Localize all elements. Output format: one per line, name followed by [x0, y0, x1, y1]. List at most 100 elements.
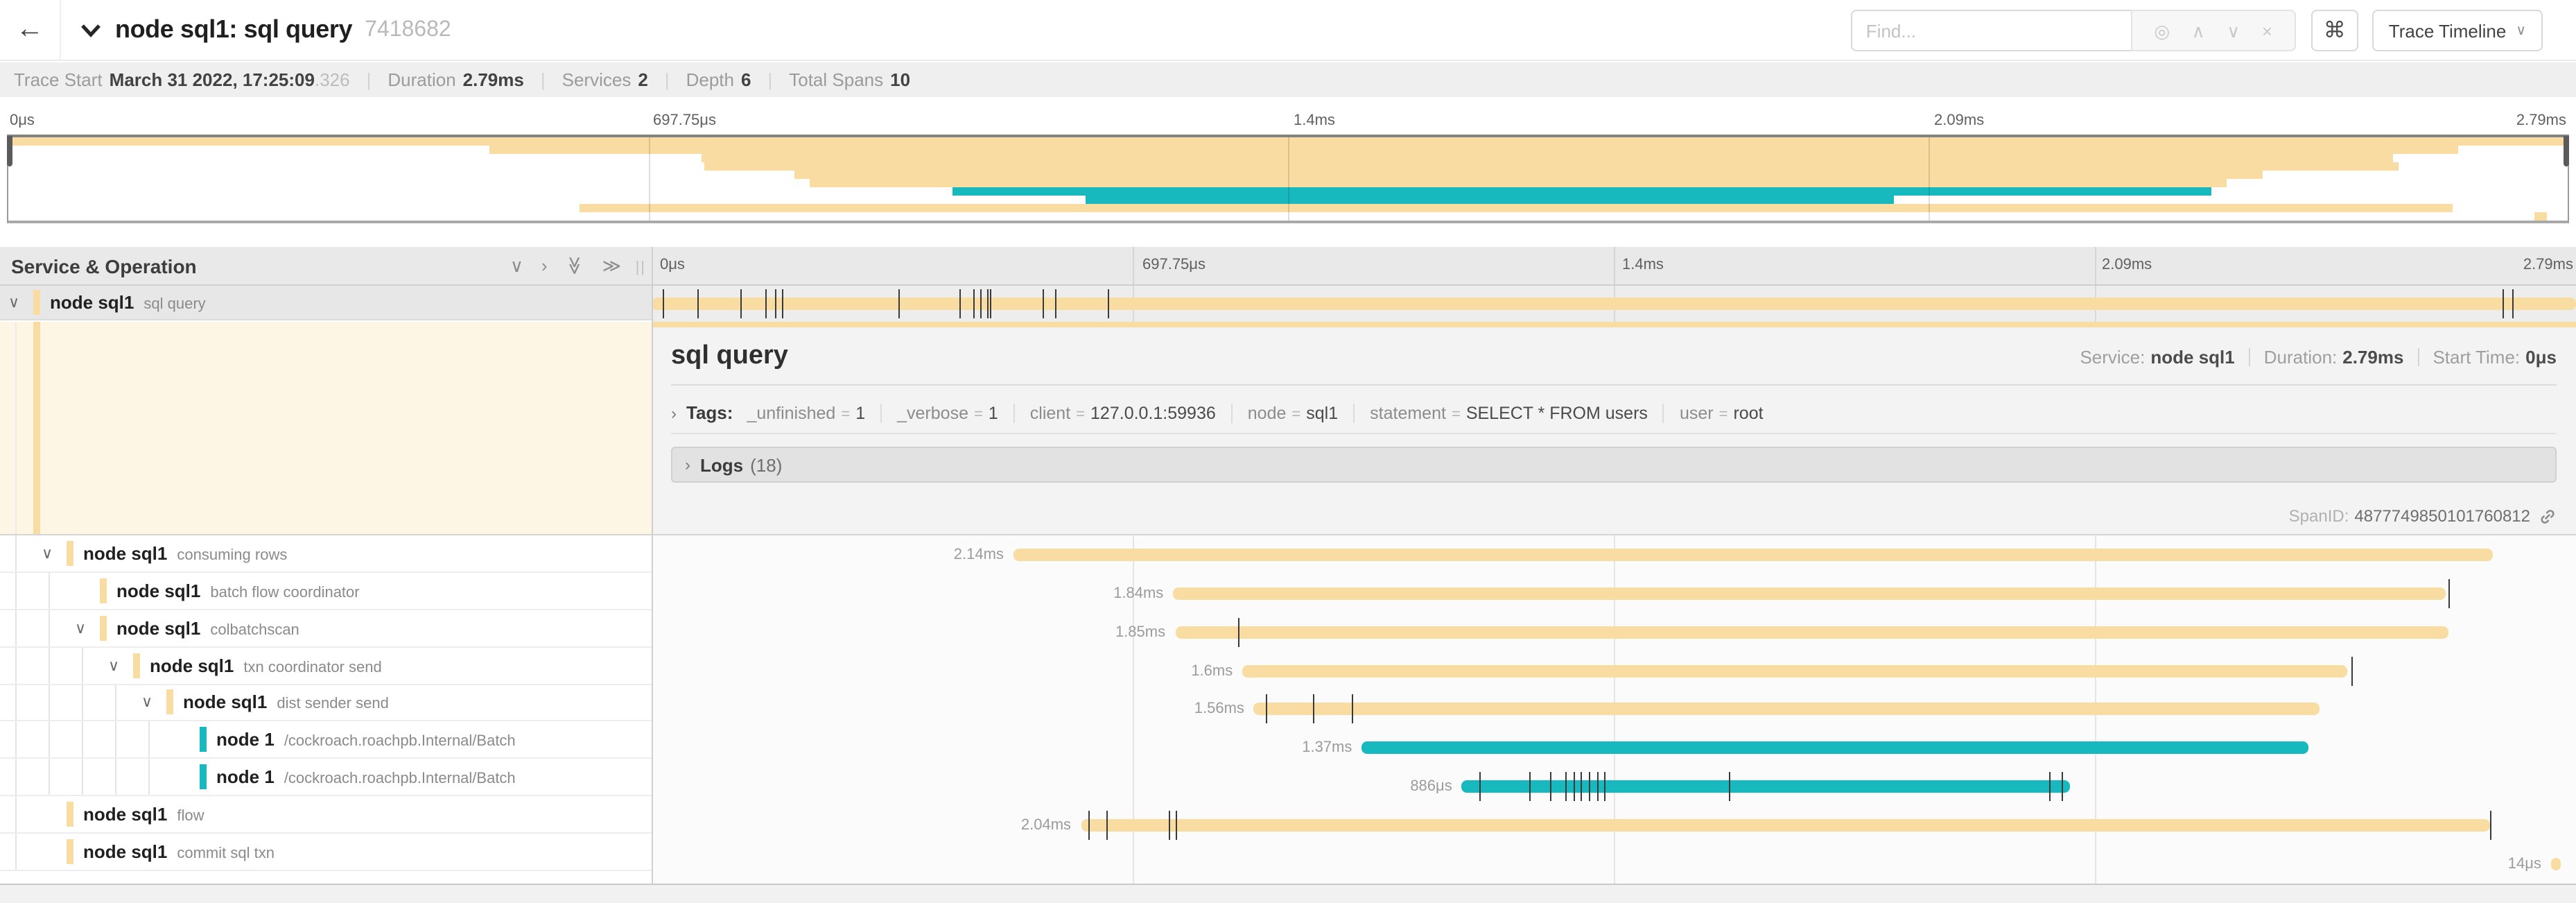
tree-indent-guide — [49, 647, 50, 683]
ruler-tick-label: 2.09ms — [2102, 257, 2152, 273]
span-duration-bar[interactable] — [1173, 587, 2446, 600]
tree-row[interactable]: node 1/cockroach.roachpb.Internal/Batch — [0, 721, 652, 759]
minimap-span-row — [8, 196, 2568, 204]
chevron-down-icon[interactable]: ∨ — [141, 694, 153, 712]
tag-value: 1 — [855, 403, 866, 422]
tree-indent-guide — [49, 759, 50, 796]
span-color-bar — [67, 839, 73, 864]
equals-sign: = — [974, 406, 983, 422]
span-duration-bar[interactable] — [1461, 780, 2070, 793]
tree-row[interactable]: ∨ node sql1 colbatchscan — [0, 610, 652, 648]
span-color-bar — [33, 290, 40, 315]
log-marker-tick — [1604, 772, 1606, 802]
timeline-minimap[interactable] — [7, 135, 2569, 223]
log-marker-tick — [990, 289, 992, 318]
tree-row[interactable]: node 1/cockroach.roachpb.Internal/Batch — [0, 759, 652, 797]
find-input[interactable] — [1850, 10, 2131, 51]
duration-value: 2.79ms — [462, 69, 524, 90]
deep-link-icon[interactable] — [2539, 507, 2557, 525]
ruler-tick-label: 697.75μs — [653, 112, 716, 129]
divider: | — [540, 69, 546, 90]
tree-indent-guide — [148, 721, 150, 758]
next-match-icon[interactable]: ∨ — [2227, 20, 2240, 41]
bar-row[interactable]: 2.04ms — [652, 806, 2576, 845]
span-id-value: 4877749850101760812 — [2354, 506, 2530, 526]
span-duration-bar[interactable] — [2550, 857, 2561, 870]
tree-row[interactable]: ∨ node sql1 consuming rows — [0, 535, 652, 573]
span-duration-bar[interactable] — [652, 298, 2576, 310]
equals-sign: = — [1718, 406, 1728, 422]
span-service-name: node sql1 txn coordinator send — [150, 655, 382, 676]
left-scrubber-handle[interactable] — [7, 136, 12, 166]
focus-match-icon[interactable]: ◎ — [2154, 20, 2170, 41]
tree-indent-guide — [15, 572, 17, 609]
tree-row-sql-query[interactable]: ∨ node sql1 sql query — [0, 286, 652, 320]
tree-indent-guide — [82, 759, 83, 796]
back-button[interactable]: ← — [0, 0, 61, 60]
logs-expander[interactable]: › Logs (18) — [671, 447, 2557, 483]
bar-row-sql-query[interactable] — [652, 286, 2576, 322]
bar-row[interactable]: 1.6ms — [652, 651, 2576, 690]
ruler-tick-label: 1.4ms — [1294, 112, 1335, 129]
collapse-all-icon[interactable]: ≫ — [564, 256, 586, 275]
span-duration-bar[interactable] — [1242, 664, 2347, 678]
span-duration-bar[interactable] — [1361, 741, 2309, 755]
clear-find-icon[interactable]: × — [2261, 20, 2273, 41]
tree-row[interactable]: node sql1 batch flow coordinator — [0, 572, 652, 610]
expand-all-icon[interactable]: ≫ — [602, 255, 621, 276]
keyboard-shortcuts-button[interactable]: ⌘ — [2310, 10, 2358, 51]
header: ← node sql1: sql query 7418682 ◎ ∧ ∨ × ⌘… — [0, 0, 2576, 61]
bar-row[interactable]: 1.85ms — [652, 613, 2576, 652]
bar-row[interactable]: 1.56ms — [652, 690, 2576, 729]
tag-value: root — [1733, 403, 1764, 422]
bar-row[interactable]: 1.37ms — [652, 729, 2576, 768]
tree-row[interactable]: ∨ node sql1 txn coordinator send — [0, 647, 652, 685]
minimap-span-row — [8, 171, 2568, 179]
service-operation-title: Service & Operation — [11, 255, 197, 277]
log-marker-tick — [782, 289, 784, 318]
right-scrubber-handle[interactable] — [2564, 136, 2569, 166]
trace-view-selector[interactable]: Trace Timeline ∨ — [2372, 10, 2543, 51]
tag-item: statement = SELECT * FROM users — [1353, 403, 1663, 422]
log-marker-tick — [959, 289, 961, 318]
span-duration-bar[interactable] — [1081, 819, 2490, 832]
trace-start-label: Trace Start — [14, 69, 103, 90]
bar-row[interactable]: 886μs — [652, 768, 2576, 807]
minimap-gridline — [648, 137, 650, 221]
log-marker-tick — [1565, 772, 1567, 802]
span-duration-bar[interactable] — [1013, 548, 2494, 561]
bar-row[interactable]: 1.84ms — [652, 574, 2576, 613]
span-service-name: node 1/cockroach.roachpb.Internal/Batch — [216, 729, 516, 750]
tree-row[interactable]: node sql1 flow — [0, 796, 652, 834]
minimap-ruler: 0μs 697.75μs 1.4ms 2.09ms 2.79ms — [7, 112, 2569, 135]
tree-indent-guide — [115, 721, 116, 758]
chevron-down-icon[interactable]: ∨ — [42, 545, 53, 562]
span-service-name: node sql1 batch flow coordinator — [116, 580, 360, 601]
trace-meta-bar: Trace Start March 31 2022, 17:25:09.326 … — [0, 62, 2576, 97]
chevron-down-icon[interactable]: ∨ — [75, 620, 87, 637]
span-duration-label: 2.14ms — [953, 546, 1004, 563]
chevron-down-icon[interactable]: ∨ — [108, 657, 120, 675]
bar-row[interactable]: 2.14ms — [652, 535, 2576, 574]
chevron-down-icon[interactable]: ∨ — [8, 295, 20, 311]
span-operation-name: consuming rows — [177, 547, 288, 564]
tags-label: Tags: — [686, 402, 733, 423]
column-divider[interactable] — [652, 247, 653, 884]
equals-sign: = — [1291, 406, 1301, 422]
collapse-one-icon[interactable]: ∨ — [510, 255, 523, 276]
depth-value: 6 — [741, 69, 751, 90]
tree-row[interactable]: node sql1 commit sql txn — [0, 834, 652, 871]
trace-collapse-chevron-icon[interactable] — [80, 23, 101, 37]
tree-row[interactable]: ∨ node sql1 dist sender send — [0, 685, 652, 722]
duration-value: 2.79ms — [2342, 347, 2404, 368]
bar-row[interactable]: 14μs — [652, 845, 2576, 884]
expand-one-icon[interactable]: › — [541, 255, 548, 276]
span-duration-bar[interactable] — [1175, 626, 2449, 639]
service-label: Service: — [2080, 347, 2146, 368]
span-color-bar — [166, 689, 173, 715]
divider — [2248, 348, 2250, 366]
column-resize-grip[interactable]: || — [635, 259, 646, 276]
tags-expander[interactable]: › Tags: _unfinished = 1 _verbose = 1 client = 12… — [671, 397, 2557, 434]
prev-match-icon[interactable]: ∧ — [2191, 20, 2205, 41]
span-duration-bar[interactable] — [1253, 703, 2320, 716]
